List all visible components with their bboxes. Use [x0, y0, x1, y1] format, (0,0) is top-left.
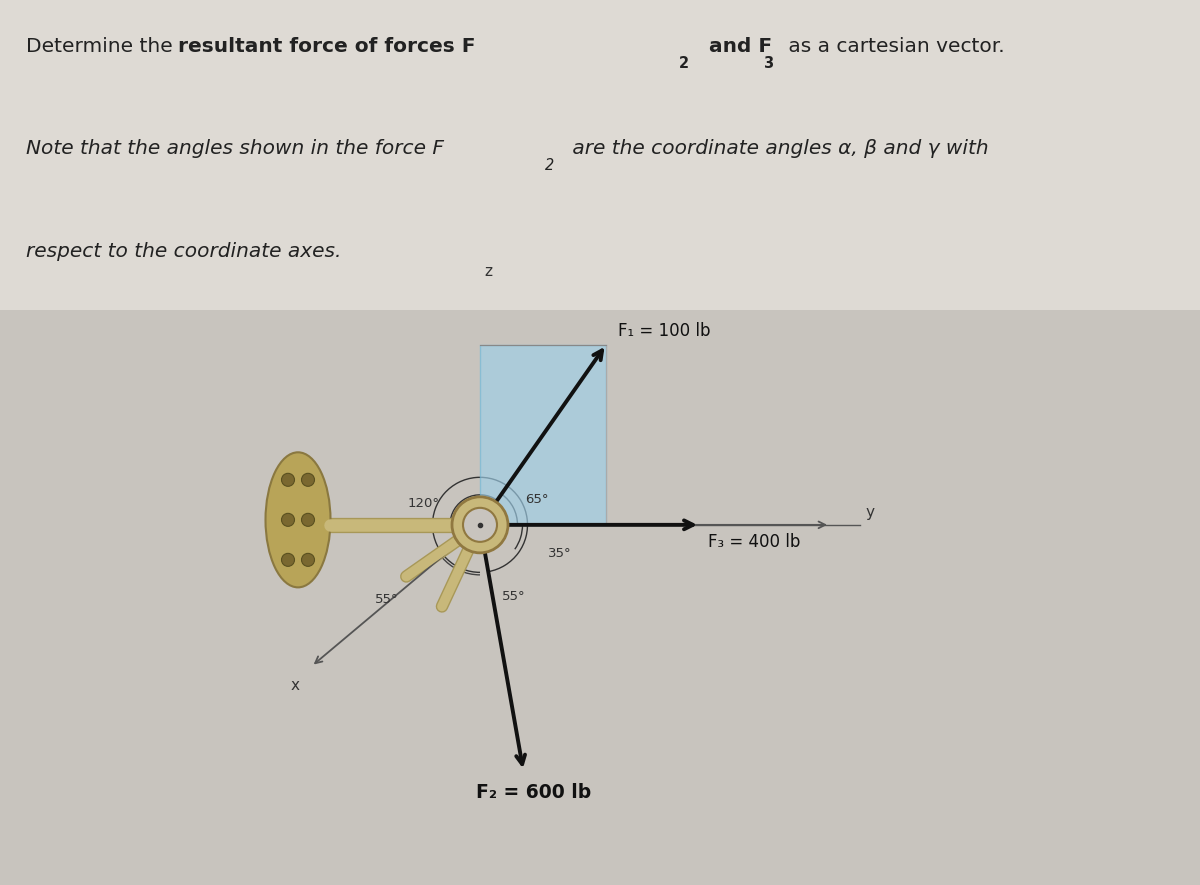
Text: as a cartesian vector.: as a cartesian vector. [782, 37, 1006, 56]
Text: resultant force of forces F: resultant force of forces F [178, 37, 475, 56]
Text: 2: 2 [545, 158, 554, 173]
Text: x: x [290, 678, 300, 693]
Circle shape [282, 513, 294, 527]
Text: z: z [484, 264, 492, 279]
Text: 35°: 35° [548, 547, 571, 560]
Text: Note that the angles shown in the force F: Note that the angles shown in the force … [26, 139, 444, 158]
Ellipse shape [265, 452, 330, 588]
Circle shape [301, 553, 314, 566]
Circle shape [282, 553, 294, 566]
Text: F₁ = 100 lb: F₁ = 100 lb [618, 321, 710, 340]
Text: 3: 3 [764, 56, 774, 71]
Text: 55°: 55° [502, 590, 526, 603]
Circle shape [452, 496, 508, 553]
Text: 65°: 65° [526, 493, 548, 506]
Circle shape [463, 508, 497, 542]
Polygon shape [480, 344, 606, 525]
Text: F₃ = 400 lb: F₃ = 400 lb [708, 533, 800, 550]
Circle shape [301, 513, 314, 527]
Text: are the coordinate angles α, β and γ with: are the coordinate angles α, β and γ wit… [566, 139, 989, 158]
Text: 120°: 120° [408, 496, 440, 510]
Text: F₂ = 600 lb: F₂ = 600 lb [475, 783, 592, 802]
Circle shape [282, 473, 294, 487]
Text: 55°: 55° [374, 593, 398, 606]
FancyBboxPatch shape [0, 0, 1200, 310]
Text: 2: 2 [679, 56, 689, 71]
Text: respect to the coordinate axes.: respect to the coordinate axes. [26, 242, 342, 260]
Text: Determine the: Determine the [26, 37, 180, 56]
Text: y: y [865, 504, 874, 519]
Circle shape [301, 473, 314, 487]
Text: and F: and F [702, 37, 772, 56]
